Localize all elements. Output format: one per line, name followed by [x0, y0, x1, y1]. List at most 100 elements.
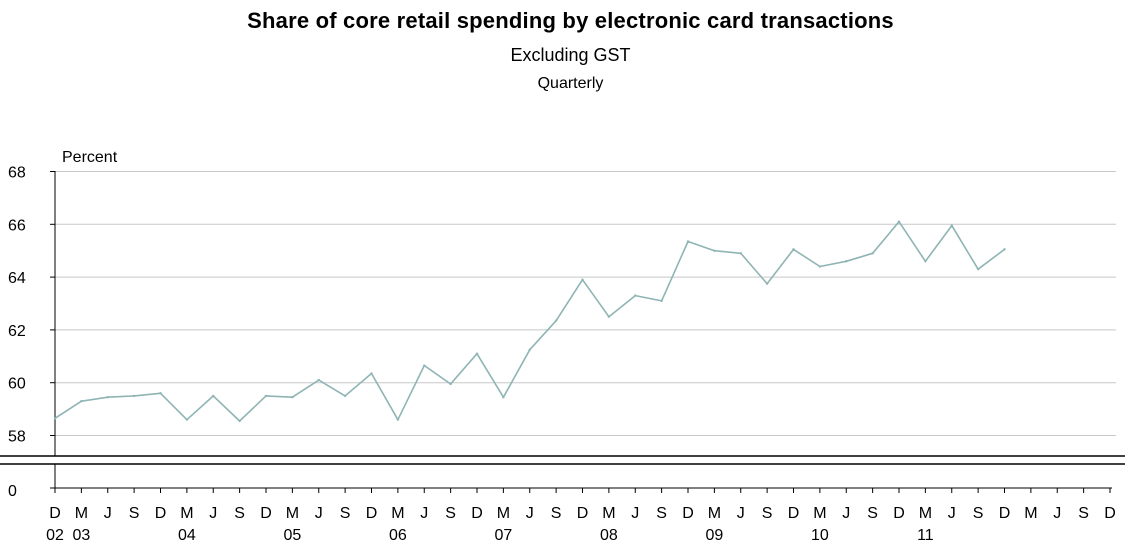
x-quarter-label: M [391, 505, 404, 522]
y-tick-label: 58 [8, 429, 26, 446]
x-year-label: 07 [494, 527, 512, 544]
x-quarter-label: J [737, 505, 745, 522]
x-year-label: 10 [811, 527, 829, 544]
x-year-label: 02 [46, 527, 64, 544]
y-tick-label: 62 [8, 323, 26, 340]
data-point [317, 378, 320, 382]
data-point [1003, 248, 1006, 251]
x-quarter-label: S [762, 505, 773, 522]
data-point [449, 382, 452, 386]
data-point [185, 418, 189, 421]
series-line [54, 220, 1005, 422]
x-quarter-label: S [340, 505, 351, 522]
data-point [106, 396, 109, 399]
x-quarter-label: S [129, 505, 140, 522]
data-point [713, 249, 716, 252]
x-quarter-label: D [577, 505, 589, 522]
x-quarter-label: M [75, 505, 88, 522]
gridlines [55, 171, 1116, 436]
x-quarter-label: D [999, 505, 1011, 522]
data-point [238, 419, 241, 423]
x-quarter-label: D [260, 505, 272, 522]
y-tick-label: 66 [8, 217, 26, 234]
x-quarter-label: J [631, 505, 639, 522]
x-quarter-label: J [315, 505, 323, 522]
y-zero-label: 0 [8, 483, 17, 500]
x-quarter-label: S [234, 505, 245, 522]
data-point [818, 265, 822, 268]
y-tick-label: 64 [8, 270, 26, 287]
x-quarter-label: D [682, 505, 694, 522]
data-point [871, 252, 874, 255]
x-quarter-label: J [104, 505, 112, 522]
data-point [976, 267, 980, 271]
data-point [660, 299, 663, 303]
data-point [765, 282, 769, 285]
x-quarter-label: S [867, 505, 878, 522]
data-point [423, 364, 426, 367]
x-quarter-label: J [526, 505, 534, 522]
data-point [897, 220, 901, 223]
x-quarter-label: D [366, 505, 378, 522]
x-quarter-label: M [1024, 505, 1037, 522]
x-quarter-label: M [602, 505, 615, 522]
y-axis-label: Percent [62, 149, 118, 166]
x-year-label: 08 [600, 527, 618, 544]
y-axis-ticks: 58 60 62 64 66 68 [8, 165, 55, 489]
x-quarter-label: M [708, 505, 721, 522]
data-point [528, 348, 531, 351]
data-point [396, 418, 400, 421]
data-point [845, 260, 848, 263]
x-quarter-label: S [973, 505, 984, 522]
x-quarter-label: J [1053, 505, 1061, 522]
data-point [686, 240, 690, 243]
x-quarter-label: D [1104, 505, 1116, 522]
x-quarter-label: M [919, 505, 932, 522]
x-year-label: 04 [178, 527, 196, 544]
data-point [370, 372, 373, 375]
data-point [212, 394, 215, 398]
data-point [343, 394, 347, 398]
data-point [950, 224, 953, 227]
x-quarter-label: M [180, 505, 193, 522]
x-quarter-label: S [551, 505, 562, 522]
data-point [291, 396, 294, 399]
series-group [53, 220, 1006, 423]
data-point [502, 396, 505, 399]
x-quarter-label: M [286, 505, 299, 522]
data-point [581, 278, 584, 281]
chart-frequency: Quarterly [537, 75, 604, 92]
x-quarter-label: S [656, 505, 667, 522]
chart-title: Share of core retail spending by electro… [247, 8, 894, 33]
x-quarter-label: D [788, 505, 800, 522]
x-quarter-label: M [497, 505, 510, 522]
data-point [159, 392, 162, 395]
data-point [80, 399, 83, 403]
x-quarter-label: J [948, 505, 956, 522]
x-year-label: 05 [283, 527, 301, 544]
x-quarter-label: J [209, 505, 217, 522]
x-quarter-label: S [445, 505, 456, 522]
y-tick-label: 68 [8, 165, 26, 182]
x-quarter-label: J [420, 505, 428, 522]
x-quarter-label: D [49, 505, 61, 522]
y-tick-label: 60 [8, 376, 26, 393]
data-point [792, 248, 795, 251]
data-point [634, 294, 637, 297]
data-point [264, 394, 268, 398]
x-quarter-label: J [842, 505, 850, 522]
data-point [607, 315, 611, 318]
x-quarter-label: D [155, 505, 167, 522]
data-point [53, 417, 57, 420]
data-point [739, 252, 742, 255]
axes [0, 171, 1125, 489]
x-year-label: 06 [389, 527, 407, 544]
x-quarter-label: D [893, 505, 905, 522]
x-year-label: 11 [917, 527, 934, 544]
data-point [924, 260, 927, 263]
x-quarter-label: D [471, 505, 483, 522]
x-year-label: 09 [705, 527, 723, 544]
data-point [554, 319, 558, 322]
